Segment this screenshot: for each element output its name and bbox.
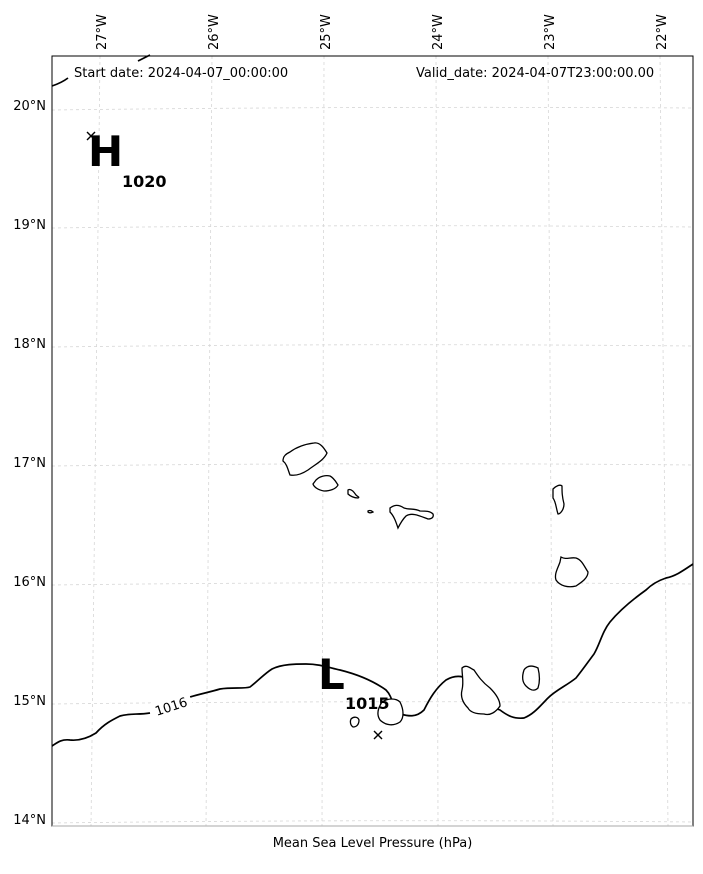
island-brava	[349, 716, 360, 728]
island-santa-luzia	[347, 488, 360, 499]
cape-verde-islands	[282, 442, 589, 728]
island-fogo	[377, 698, 404, 726]
lon-tick-label: 22°W	[655, 14, 670, 50]
lat-tick-labels: 20°N 19°N 18°N 17°N 16°N 15°N 14°N	[13, 99, 46, 828]
lon-gridlines	[90, 55, 669, 827]
map-xlabel: Mean Sea Level Pressure (hPa)	[272, 836, 473, 851]
island-santiago	[460, 665, 501, 716]
isobar-1016	[51, 563, 694, 747]
island-boa-vista	[554, 555, 589, 588]
island-raso	[367, 509, 375, 514]
island-maio	[522, 665, 541, 691]
island-sao-nicolau	[389, 504, 434, 530]
start-date-label: Start date: 2024-04-07_00:00:00	[74, 66, 289, 81]
low-pressure-letter: L	[318, 650, 345, 699]
lon-tick-label: 25°W	[319, 14, 334, 50]
lat-tick-label: 16°N	[13, 575, 46, 590]
lon-tick-label: 24°W	[431, 14, 446, 50]
contour-label-1016: 1016	[153, 695, 189, 719]
lat-tick-label: 18°N	[13, 337, 46, 352]
high-center-marker	[86, 131, 96, 141]
low-center-marker	[373, 730, 383, 740]
lat-tick-label: 19°N	[13, 218, 46, 233]
lon-tick-labels: 27°W 26°W 25°W 24°W 23°W 22°W	[95, 14, 670, 50]
high-pressure-value: 1020	[122, 172, 167, 191]
lat-tick-label: 17°N	[13, 456, 46, 471]
lat-tick-label: 20°N	[13, 99, 46, 114]
valid-date-label: Valid_date: 2024-04-07T23:00:00.00	[416, 66, 655, 81]
island-sao-vicente	[312, 474, 339, 492]
lon-tick-label: 26°W	[207, 14, 222, 50]
lon-tick-label: 27°W	[95, 14, 110, 50]
low-pressure-value: 1015	[345, 694, 390, 713]
island-santo-antao	[282, 442, 328, 476]
island-sal	[552, 484, 565, 515]
lat-tick-label: 15°N	[13, 694, 46, 709]
lat-gridlines	[51, 106, 694, 824]
lon-tick-label: 23°W	[543, 14, 558, 50]
lat-tick-label: 14°N	[13, 813, 46, 828]
high-pressure-letter: H	[88, 127, 123, 176]
